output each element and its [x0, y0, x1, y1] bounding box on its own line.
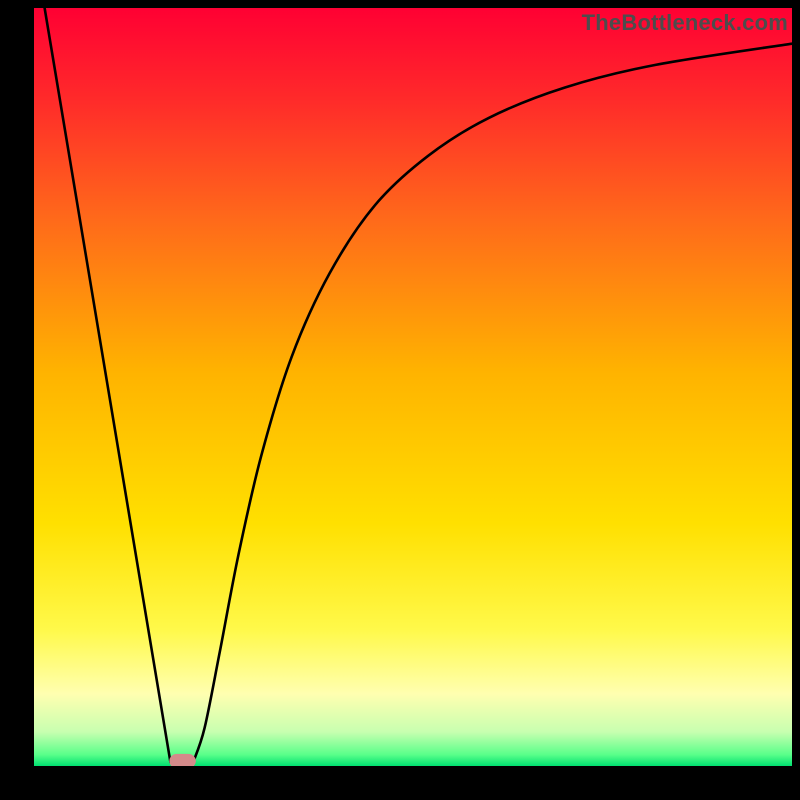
plot-svg [34, 8, 792, 766]
plot-area [34, 8, 792, 766]
optimum-marker [169, 754, 196, 766]
gradient-background [34, 8, 792, 766]
watermark-text: TheBottleneck.com [582, 10, 788, 36]
chart-container: TheBottleneck.com [0, 0, 800, 800]
